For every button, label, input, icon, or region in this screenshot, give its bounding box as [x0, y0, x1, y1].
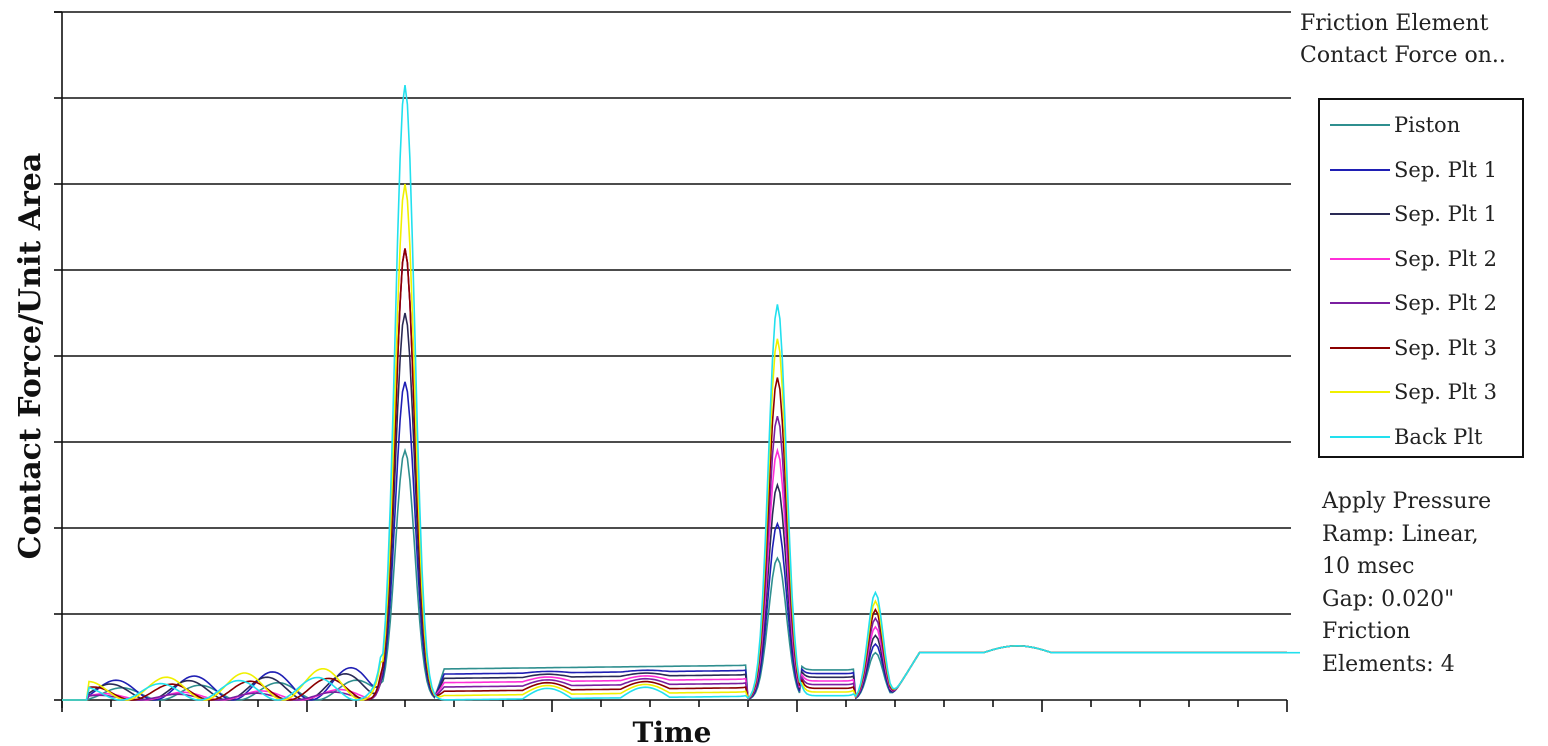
y-axis-title: Contact Force/Unit Area [13, 153, 48, 560]
legend-item: Back Plt [1330, 420, 1482, 454]
legend-label: Sep. Plt 2 [1394, 246, 1497, 271]
series-line-5 [62, 248, 1287, 701]
note-line: 10 msec [1322, 554, 1415, 580]
legend-item: Sep. Plt 3 [1330, 375, 1497, 409]
note-line: Elements: 4 [1322, 651, 1455, 677]
legend-swatch [1330, 213, 1390, 215]
legend: Piston Sep. Plt 1 Sep. Plt 1 Sep. Plt 2 Sep.… [1318, 98, 1524, 458]
note-line: Ramp: Linear, [1322, 521, 1479, 547]
legend-title: Friction Element Contact Force on.. [1300, 8, 1506, 72]
legend-item: Sep. Plt 3 [1330, 331, 1497, 365]
legend-item: Sep. Plt 1 [1330, 197, 1497, 231]
legend-label: Sep. Plt 1 [1394, 157, 1497, 182]
series-line-6 [62, 248, 1287, 701]
legend-swatch [1330, 346, 1390, 349]
x-axis-title: Time [633, 716, 712, 746]
simulation-notes: Apply Pressure Ramp: Linear, 10 msec Gap… [1322, 486, 1491, 681]
grid-lines [62, 11, 1291, 615]
legend-item: Piston [1330, 108, 1460, 142]
note-line: Friction [1322, 619, 1411, 645]
legend-label: Sep. Plt 2 [1394, 291, 1497, 315]
legend-swatch [1330, 168, 1390, 171]
legend-swatch [1330, 391, 1390, 393]
legend-label: Sep. Plt 3 [1394, 335, 1497, 360]
series-line-3 [62, 312, 1287, 701]
series-line-1 [62, 447, 1287, 701]
note-line: Gap: 0.020" [1322, 586, 1455, 612]
legend-swatch [1330, 435, 1390, 438]
legend-label: Back Plt [1394, 424, 1483, 449]
legend-label: Piston [1394, 113, 1461, 137]
series-line-4 [62, 248, 1287, 701]
legend-swatch [1330, 124, 1390, 126]
legend-label: Sep. Plt 3 [1394, 380, 1497, 404]
legend-title-line: Contact Force on.. [1300, 42, 1506, 68]
legend-item: Sep. Plt 1 [1330, 153, 1497, 187]
axes [54, 11, 1288, 712]
legend-swatch [1330, 257, 1390, 260]
note-line: Apply Pressure [1322, 489, 1492, 514]
legend-title-line: Friction Element [1300, 11, 1489, 36]
series-line-8 [62, 84, 1287, 701]
legend-label: Sep. Plt 1 [1394, 202, 1497, 226]
legend-item: Sep. Plt 2 [1330, 286, 1497, 320]
series-lines [62, 84, 1300, 701]
legend-swatch [1330, 302, 1390, 304]
legend-item: Sep. Plt 2 [1330, 242, 1497, 276]
